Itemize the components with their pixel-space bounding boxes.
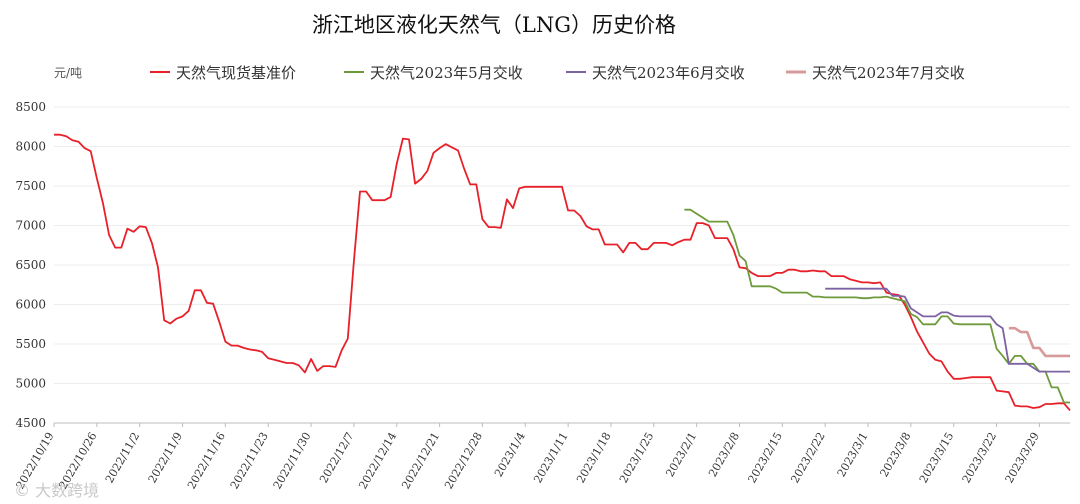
x-tick-label: 2023/2/8 xyxy=(706,430,742,479)
legend-item-label: 天然气2023年6月交收 xyxy=(592,64,745,82)
legend-item-label: 天然气现货基准价 xyxy=(176,64,296,82)
x-tick-label: 2023/3/1 xyxy=(835,430,871,479)
y-tick-label: 7500 xyxy=(15,179,46,193)
x-tick-label: 2022/11/16 xyxy=(185,430,228,491)
x-tick-label: 2022/11/23 xyxy=(228,430,271,491)
x-tick-label: 2023/1/4 xyxy=(492,430,528,479)
series-lines xyxy=(54,133,1071,411)
series-line-3 xyxy=(825,287,1070,373)
x-tick-label: 2022/12/28 xyxy=(442,430,485,491)
series-line-2 xyxy=(684,208,1070,404)
y-tick-label: 5000 xyxy=(15,377,46,391)
x-tick-label: 2023/1/18 xyxy=(574,430,613,485)
watermark: © 大数跨境 xyxy=(14,481,99,500)
x-tick-label: 2023/2/22 xyxy=(788,430,827,485)
x-tick-label: 2022/12/14 xyxy=(356,430,399,491)
x-tick-label: 2023/2/15 xyxy=(745,430,784,485)
y-tick-label: 5500 xyxy=(15,337,46,351)
x-tick-label: 2023/3/15 xyxy=(917,430,956,485)
gridlines xyxy=(54,106,1070,424)
chart-title: 浙江地区液化天然气（LNG）历史价格 xyxy=(312,13,676,37)
x-tick-label: 2022/11/2 xyxy=(103,430,142,485)
x-axis: 2022/10/19 2022/10/26 2022/11/2 2022/11/9 20… xyxy=(14,422,1070,491)
y-tick-label: 7000 xyxy=(15,219,46,233)
x-tick-label: 2023/3/29 xyxy=(1003,430,1042,485)
x-tick-label: 2022/11/30 xyxy=(271,430,314,491)
legend: 天然气现货基准价 天然气2023年5月交收 天然气2023年6月交收 天然气2023年… xyxy=(150,64,965,82)
y-tick-label: 6500 xyxy=(15,258,46,272)
x-tick-label: 2023/1/11 xyxy=(531,430,570,485)
series-line-4 xyxy=(1008,326,1070,358)
y-tick-label: 6000 xyxy=(15,298,46,312)
y-axis-ticks: 4500 5000 5500 6000 6500 7000 7500 8000 8500 xyxy=(15,100,46,430)
x-tick-label: 2023/1/25 xyxy=(617,430,656,485)
x-tick-label: 2023/3/22 xyxy=(960,430,999,485)
x-tick-label: 2022/12/7 xyxy=(317,430,356,485)
x-tick-label: 2023/3/8 xyxy=(878,430,914,479)
y-unit-label: 元/吨 xyxy=(54,66,82,80)
y-tick-label: 8000 xyxy=(15,140,46,154)
x-tick-label: 2023/2/1 xyxy=(663,430,699,479)
legend-item-label: 天然气2023年7月交收 xyxy=(812,64,965,82)
y-tick-label: 4500 xyxy=(15,416,46,430)
legend-item-label: 天然气2023年5月交收 xyxy=(370,64,523,82)
y-tick-label: 8500 xyxy=(15,100,46,114)
series-line-1 xyxy=(54,133,1071,411)
x-tick-label: 2022/12/21 xyxy=(399,430,442,491)
x-tick-label: 2022/11/9 xyxy=(146,430,185,485)
